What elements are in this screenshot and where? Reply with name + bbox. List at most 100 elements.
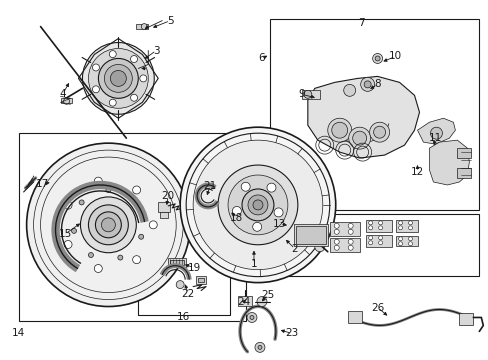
Circle shape — [334, 245, 339, 250]
Bar — [61, 98, 72, 103]
Text: 3: 3 — [153, 45, 159, 55]
Text: 7: 7 — [358, 18, 364, 28]
Bar — [269, 19, 478, 210]
Circle shape — [352, 131, 366, 145]
Bar — [285, 214, 478, 276]
Text: 22: 22 — [181, 289, 194, 298]
Circle shape — [407, 242, 412, 246]
Circle shape — [139, 234, 143, 239]
Circle shape — [98, 58, 138, 98]
Text: 16: 16 — [176, 312, 189, 323]
Text: 25: 25 — [261, 289, 274, 300]
Circle shape — [79, 200, 84, 205]
Circle shape — [331, 122, 347, 138]
Circle shape — [266, 183, 275, 192]
Text: 1: 1 — [250, 259, 257, 269]
Circle shape — [398, 226, 402, 230]
Circle shape — [232, 207, 241, 215]
Bar — [301, 90, 319, 99]
Circle shape — [348, 127, 370, 149]
Circle shape — [258, 345, 262, 349]
Circle shape — [106, 188, 111, 193]
Text: 9: 9 — [298, 89, 305, 99]
Circle shape — [176, 280, 184, 289]
Circle shape — [64, 201, 72, 209]
Bar — [198, 278, 203, 282]
Text: 21: 21 — [203, 181, 216, 191]
Circle shape — [378, 226, 382, 230]
Circle shape — [92, 86, 99, 93]
Circle shape — [347, 245, 352, 250]
Bar — [329, 238, 359, 252]
Circle shape — [347, 223, 352, 228]
Polygon shape — [307, 76, 419, 158]
Circle shape — [92, 64, 99, 71]
Text: 18: 18 — [229, 213, 242, 223]
Circle shape — [130, 94, 137, 101]
Circle shape — [373, 126, 385, 138]
Circle shape — [132, 186, 141, 194]
Circle shape — [360, 77, 374, 91]
Circle shape — [274, 208, 283, 217]
Circle shape — [252, 200, 263, 210]
Text: 4: 4 — [59, 89, 66, 99]
Text: 24: 24 — [237, 297, 250, 306]
Circle shape — [88, 49, 148, 108]
Bar — [170, 260, 184, 265]
Circle shape — [364, 81, 370, 88]
Circle shape — [368, 241, 372, 245]
Circle shape — [343, 84, 355, 96]
Circle shape — [398, 221, 402, 225]
Circle shape — [63, 98, 69, 104]
Circle shape — [303, 90, 311, 98]
Text: 15: 15 — [59, 229, 72, 239]
Circle shape — [407, 226, 412, 230]
Circle shape — [81, 197, 136, 253]
Circle shape — [71, 228, 76, 233]
Circle shape — [334, 223, 339, 228]
Text: 5: 5 — [166, 15, 173, 26]
Bar — [168, 258, 186, 267]
Bar — [395, 220, 417, 232]
Bar — [456, 168, 470, 178]
Circle shape — [334, 229, 339, 234]
Circle shape — [218, 165, 297, 245]
Text: 13: 13 — [273, 219, 286, 229]
Circle shape — [374, 56, 379, 61]
Circle shape — [256, 297, 266, 306]
Circle shape — [407, 221, 412, 225]
Circle shape — [82, 42, 154, 114]
Circle shape — [26, 143, 190, 306]
Text: 23: 23 — [285, 328, 298, 338]
Text: 11: 11 — [428, 133, 441, 143]
Bar — [293, 224, 327, 246]
Circle shape — [140, 75, 146, 82]
Circle shape — [94, 265, 102, 273]
Polygon shape — [428, 140, 468, 185]
Circle shape — [130, 55, 137, 63]
Circle shape — [110, 71, 126, 86]
Circle shape — [242, 189, 273, 221]
Circle shape — [193, 140, 322, 270]
Bar — [19, 133, 245, 321]
Circle shape — [246, 312, 256, 323]
Circle shape — [378, 221, 382, 225]
Circle shape — [118, 255, 122, 260]
Circle shape — [64, 240, 72, 248]
Circle shape — [368, 221, 372, 225]
Circle shape — [225, 204, 229, 208]
Bar — [329, 222, 359, 236]
Circle shape — [149, 221, 157, 229]
Text: 6: 6 — [258, 54, 264, 63]
Text: 17: 17 — [36, 179, 49, 189]
Circle shape — [101, 218, 115, 232]
Bar — [395, 236, 417, 246]
Circle shape — [368, 226, 372, 230]
Bar — [347, 311, 361, 323]
Circle shape — [398, 237, 402, 241]
Circle shape — [88, 205, 128, 245]
Text: 10: 10 — [388, 51, 401, 62]
Circle shape — [378, 236, 382, 240]
Text: 26: 26 — [370, 302, 384, 312]
Circle shape — [247, 195, 267, 215]
